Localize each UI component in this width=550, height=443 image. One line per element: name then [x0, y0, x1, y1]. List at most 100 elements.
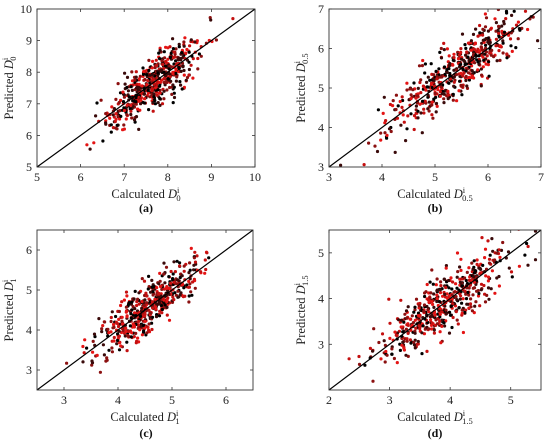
data-point: [501, 51, 505, 55]
data-point: [467, 293, 471, 297]
data-point: [177, 45, 181, 49]
data-point: [163, 64, 168, 68]
data-point: [526, 244, 530, 249]
data-point: [134, 331, 138, 335]
y-tick-label: 7: [26, 97, 32, 111]
data-point: [138, 328, 142, 332]
x-tick-label: 3: [326, 170, 332, 184]
data-point: [376, 108, 380, 112]
data-point: [128, 324, 132, 328]
data-point: [482, 58, 486, 62]
data-point: [421, 84, 425, 88]
data-point: [465, 302, 469, 306]
data-point: [163, 281, 167, 285]
data-point: [496, 28, 500, 32]
data-point: [157, 282, 161, 286]
data-point: [155, 302, 159, 306]
data-point: [427, 300, 431, 304]
data-point: [457, 89, 461, 93]
data-point: [112, 335, 116, 340]
data-point: [114, 97, 118, 101]
data-point: [162, 50, 166, 54]
data-point: [525, 241, 529, 246]
data-point: [460, 308, 464, 312]
data-point: [187, 50, 191, 54]
data-point: [109, 123, 113, 127]
data-point: [429, 62, 433, 66]
data-point: [163, 56, 167, 60]
data-point: [435, 77, 439, 81]
data-point: [122, 298, 126, 302]
data-point: [138, 74, 142, 78]
data-point: [419, 91, 423, 95]
data-point: [132, 324, 136, 328]
data-point: [439, 284, 443, 288]
data-point: [434, 69, 438, 73]
data-point: [115, 342, 119, 346]
data-point: [486, 279, 490, 283]
data-point: [497, 49, 501, 53]
data-point: [116, 332, 120, 336]
data-point: [536, 39, 540, 43]
data-point: [204, 267, 208, 272]
data-point: [155, 93, 159, 97]
data-point: [426, 308, 430, 312]
data-point: [495, 276, 499, 280]
data-point: [465, 84, 469, 88]
scatter-points: [65, 246, 211, 374]
data-point: [101, 324, 105, 328]
data-point: [83, 338, 87, 342]
data-point: [475, 50, 479, 54]
data-point: [130, 300, 134, 304]
data-point: [463, 276, 467, 280]
data-point: [478, 304, 482, 308]
data-point: [172, 95, 177, 100]
data-point: [478, 272, 482, 276]
data-point: [97, 317, 101, 321]
y-tick-label: 3: [26, 363, 32, 377]
data-point: [145, 294, 149, 298]
data-point: [388, 336, 392, 340]
data-point: [91, 339, 95, 343]
data-point: [490, 48, 494, 53]
data-point: [134, 100, 138, 104]
data-point: [447, 81, 451, 85]
data-point: [442, 41, 446, 46]
data-point: [381, 111, 385, 115]
data-point: [177, 66, 181, 70]
data-point: [448, 294, 452, 298]
data-point: [173, 291, 177, 295]
data-point: [130, 70, 134, 74]
data-point: [420, 99, 425, 103]
data-point: [111, 126, 115, 130]
data-point: [416, 339, 420, 344]
data-point: [533, 230, 538, 233]
data-point: [474, 269, 478, 273]
x-tick-label: 4: [379, 170, 385, 184]
data-point: [184, 78, 188, 82]
data-point: [486, 29, 490, 33]
data-point: [478, 23, 482, 28]
y-tick-label: 6: [26, 128, 32, 142]
data-point: [357, 362, 362, 366]
data-point: [452, 75, 456, 79]
data-point: [436, 88, 440, 92]
data-point: [438, 315, 442, 319]
data-point: [162, 272, 166, 276]
data-point: [447, 54, 451, 58]
data-point: [404, 327, 408, 331]
data-point: [474, 282, 478, 286]
data-point: [510, 13, 514, 17]
data-point: [137, 319, 141, 323]
data-point: [448, 61, 452, 66]
data-point: [456, 57, 461, 61]
data-point: [412, 310, 416, 314]
data-point: [455, 298, 459, 302]
data-point: [372, 327, 376, 331]
data-point: [125, 314, 129, 318]
data-point: [174, 293, 178, 297]
data-point: [454, 310, 458, 314]
data-point: [150, 300, 154, 304]
data-point: [434, 318, 438, 322]
data-point: [104, 122, 108, 126]
